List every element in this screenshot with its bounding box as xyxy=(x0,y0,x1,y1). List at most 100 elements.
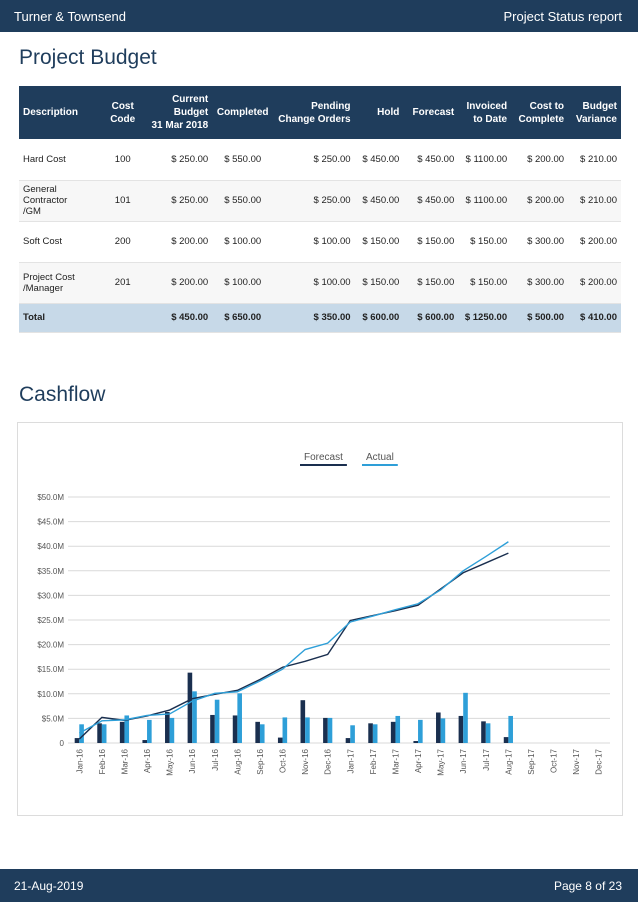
project-budget-heading: Project Budget xyxy=(19,46,157,69)
x-tick-label: Mar-17 xyxy=(391,748,400,774)
y-tick-label: $35.0M xyxy=(37,567,64,576)
actual-bar xyxy=(282,717,288,743)
cashflow-heading: Cashflow xyxy=(19,383,106,406)
actual-bar xyxy=(305,717,310,743)
col-header: Forecast xyxy=(403,86,459,139)
forecast-bar xyxy=(436,712,441,743)
table-row: Project Cost/Manager 201 $ 200.00 $ 100.00 $… xyxy=(19,262,621,304)
forecast-bar xyxy=(255,721,260,743)
actual-bar xyxy=(463,692,468,743)
total-cell: Total xyxy=(19,303,101,333)
table-cell: $ 200.00 xyxy=(145,262,213,304)
col-header: Completed xyxy=(212,86,274,139)
x-tick-label: Dec-17 xyxy=(595,748,604,774)
forecast-bar xyxy=(503,737,509,743)
table-cell: $ 200.00 xyxy=(511,180,569,222)
total-cell: $ 350.00 xyxy=(273,303,355,333)
table-cell: 101 xyxy=(100,180,146,222)
total-cell: $ 600.00 xyxy=(354,303,404,333)
table-cell: $ 1100.00 xyxy=(458,180,512,222)
table-cell: $ 100.00 xyxy=(212,221,274,263)
table-cell: $ 250.00 xyxy=(273,180,355,222)
forecast-bar xyxy=(119,721,125,743)
x-tick-label: Sep-16 xyxy=(256,748,265,774)
report-title: Project Status report xyxy=(503,8,623,24)
actual-bar xyxy=(214,699,220,743)
total-cell: $ 650.00 xyxy=(212,303,274,333)
x-tick-label: Dec-16 xyxy=(324,748,333,774)
actual-bar xyxy=(192,691,197,743)
table-cell: $ 100.00 xyxy=(273,221,355,263)
total-cell: $ 410.00 xyxy=(568,303,621,333)
x-tick-label: Jun-16 xyxy=(188,748,197,773)
table-cell: $ 300.00 xyxy=(511,221,569,263)
y-tick-label: $45.0M xyxy=(37,518,64,527)
total-cell xyxy=(100,303,146,333)
actual-bar xyxy=(485,723,491,743)
actual-bar xyxy=(350,725,355,743)
table-cell: Project Cost/Manager xyxy=(19,262,101,304)
forecast-bar xyxy=(142,740,148,743)
table-cell: $ 200.00 xyxy=(568,262,621,304)
x-tick-label: Oct-16 xyxy=(279,748,288,773)
page-header: Turner & Townsend Project Status report xyxy=(0,0,638,32)
report-date: 21-Aug-2019 xyxy=(14,878,84,893)
table-cell: $ 150.00 xyxy=(354,221,404,263)
x-tick-label: Sep-17 xyxy=(527,748,536,774)
forecast-bar xyxy=(323,717,328,743)
forecast-bar xyxy=(345,738,351,743)
cashflow-chart: 0 $5.0M $10.0M $15.0M $20.0M $25.0M $30.0M $35.… xyxy=(17,422,623,816)
x-tick-label: Mar-16 xyxy=(120,748,129,774)
actual-bar xyxy=(418,719,423,743)
forecast-bar xyxy=(368,723,373,743)
actual-bar xyxy=(101,724,107,743)
table-cell: $ 150.00 xyxy=(403,221,459,263)
forecast-line xyxy=(78,552,509,740)
budget-table: Description Cost Code Current Budget 31 Mar… xyxy=(19,86,621,333)
forecast-bar xyxy=(97,723,102,743)
table-cell: 100 xyxy=(100,139,146,181)
table-cell: $ 450.00 xyxy=(403,180,459,222)
y-tick-label: $30.0M xyxy=(37,591,64,600)
y-tick-label: 0 xyxy=(60,739,65,748)
forecast-bar xyxy=(74,738,80,743)
table-row: Soft Cost 200 $ 200.00 $ 100.00 $ 100.00 $ 15… xyxy=(19,221,621,263)
table-cell: $ 200.00 xyxy=(568,221,621,263)
table-cell: $ 1100.00 xyxy=(458,139,512,181)
actual-bar xyxy=(327,717,333,743)
x-tick-label: May-16 xyxy=(166,748,175,775)
y-tick-label: $50.0M xyxy=(37,493,64,502)
col-header: Cost to Complete xyxy=(511,86,569,139)
actual-bar xyxy=(124,715,130,743)
col-header: Cost Code xyxy=(100,86,146,139)
actual-bar xyxy=(395,715,401,743)
forecast-bar xyxy=(277,737,283,743)
x-tick-label: Nov-16 xyxy=(301,748,310,774)
x-tick-label: Apr-16 xyxy=(143,748,152,773)
table-cell: $ 250.00 xyxy=(145,139,213,181)
table-cell: $ 450.00 xyxy=(354,180,404,222)
col-header: Current Budget 31 Mar 2018 xyxy=(145,86,213,139)
company-name: Turner & Townsend xyxy=(14,8,127,24)
table-cell: $ 550.00 xyxy=(212,139,274,181)
table-cell: 200 xyxy=(100,221,146,263)
total-cell: $ 1250.00 xyxy=(458,303,512,333)
forecast-bar xyxy=(481,721,486,743)
actual-bar xyxy=(169,717,175,743)
col-header: Hold xyxy=(354,86,404,139)
y-tick-label: $25.0M xyxy=(37,616,64,625)
cashflow-chart-svg: 0 $5.0M $10.0M $15.0M $20.0M $25.0M $30.0M $35.… xyxy=(37,452,610,776)
forecast-bar xyxy=(413,741,419,743)
table-row: General Contractor/GM 101 $ 250.00 $ 550.00… xyxy=(19,180,621,222)
table-cell: $ 150.00 xyxy=(403,262,459,304)
legend-label: Forecast xyxy=(304,452,343,463)
forecast-bar xyxy=(390,721,396,743)
y-tick-label: $15.0M xyxy=(37,665,64,674)
budget-header-row: Description Cost Code Current Budget 31 Mar… xyxy=(19,86,621,139)
table-cell: $ 150.00 xyxy=(354,262,404,304)
col-header: Invoiced to Date xyxy=(458,86,512,139)
actual-bar xyxy=(259,724,265,743)
x-tick-label: Feb-17 xyxy=(369,748,378,774)
table-cell: $ 250.00 xyxy=(145,180,213,222)
total-cell: $ 600.00 xyxy=(403,303,459,333)
